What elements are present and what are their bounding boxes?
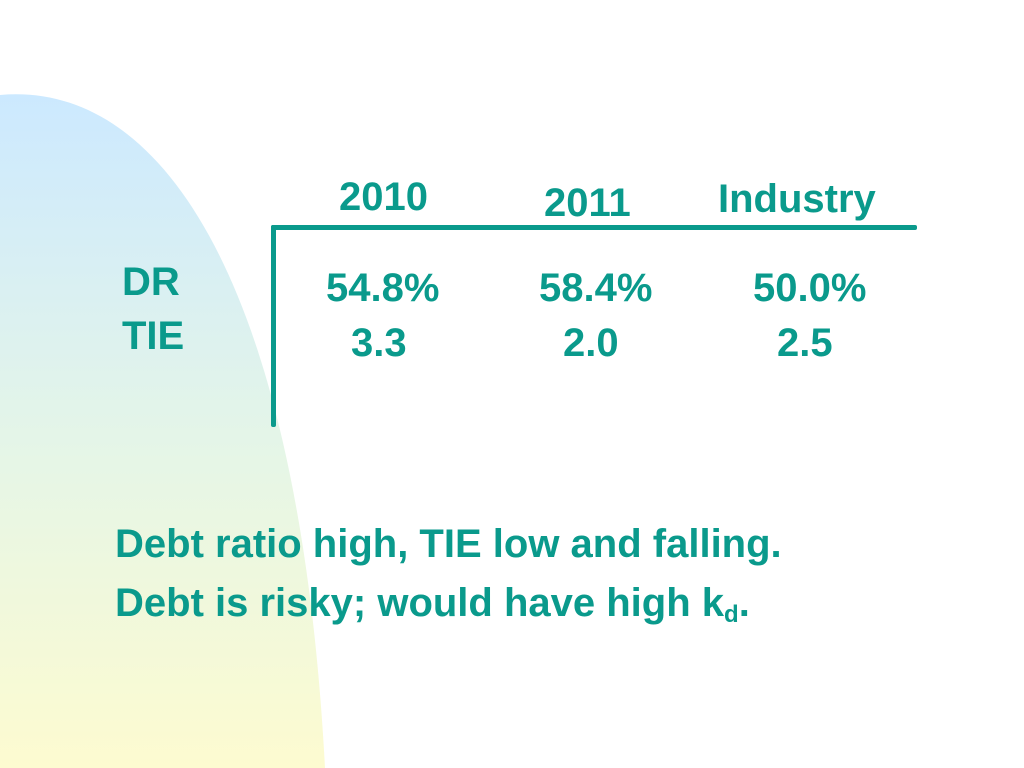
note-line-2: Debt is risky; would have high kd. — [115, 583, 750, 627]
header-2011: 2011 — [544, 181, 631, 225]
table-left-rule — [271, 225, 276, 427]
row-label-tie: TIE — [122, 314, 185, 358]
dr-2010-value: 54.8% — [326, 266, 440, 310]
tie-2010-value: 3.3 — [351, 321, 407, 365]
table-top-rule — [271, 225, 917, 230]
dr-2011-value: 58.4% — [539, 266, 653, 310]
tie-2011-value: 2.0 — [563, 321, 619, 365]
note-line-1: Debt ratio high, TIE low and falling. — [115, 522, 782, 566]
dr-industry-value: 50.0% — [753, 266, 867, 310]
row-label-dr: DR — [122, 260, 180, 304]
note-line-2-text: Debt is risky; would have high k — [115, 581, 725, 625]
tie-industry-value: 2.5 — [777, 321, 833, 365]
header-industry: Industry — [718, 177, 876, 221]
note-line-2-subscript: d — [724, 601, 739, 628]
header-2010: 2010 — [339, 175, 428, 219]
note-line-2-period: . — [738, 581, 750, 625]
